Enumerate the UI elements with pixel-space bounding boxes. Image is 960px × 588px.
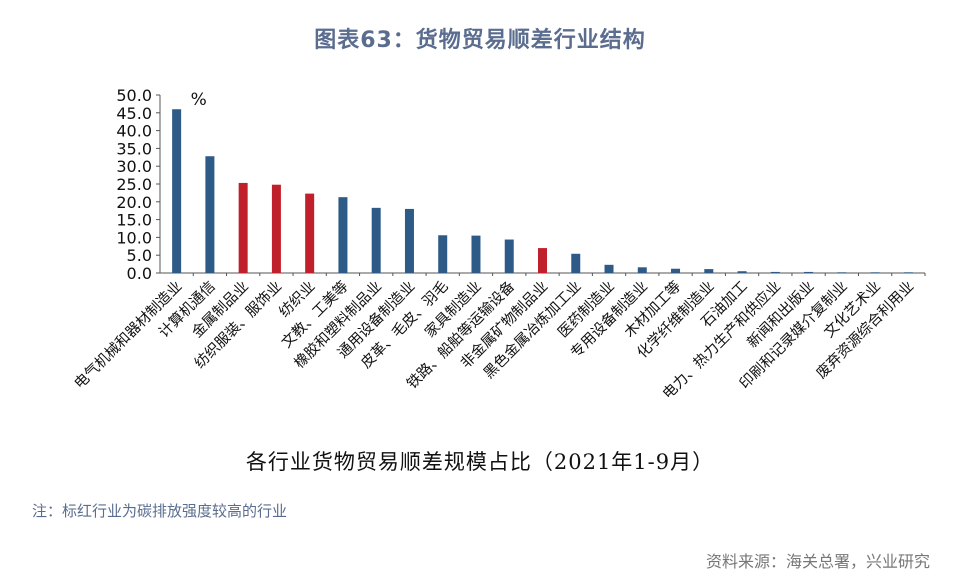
bar xyxy=(571,253,581,273)
bar xyxy=(271,184,281,273)
bar xyxy=(903,272,913,273)
y-tick-label: 50.0 xyxy=(116,86,152,105)
bar xyxy=(238,182,248,273)
y-tick-label: 35.0 xyxy=(116,139,152,158)
bar xyxy=(538,248,547,273)
y-tick-label: 40.0 xyxy=(116,122,152,141)
bar xyxy=(404,208,414,273)
bar xyxy=(504,239,514,273)
bar xyxy=(305,193,315,273)
x-axis-label: 各行业货物贸易顺差规模占比（2021年1-9月） xyxy=(245,450,715,474)
unit-label: % xyxy=(191,90,207,110)
y-tick-label: 10.0 xyxy=(116,228,152,247)
y-tick-label: 30.0 xyxy=(116,157,152,176)
footnote: 注：标红行业为碳排放强度较高的行业 xyxy=(32,502,288,520)
y-tick-label: 20.0 xyxy=(116,193,152,212)
y-tick-label: 45.0 xyxy=(116,104,152,123)
bar xyxy=(438,235,448,273)
y-tick-label: 0.0 xyxy=(127,264,152,283)
chart-title: 图表63：货物贸易顺差行业结构 xyxy=(314,28,646,53)
bar xyxy=(804,271,814,273)
source-note: 资料来源：海关总署，兴业研究 xyxy=(705,552,930,571)
bar xyxy=(704,269,714,273)
bar xyxy=(604,264,614,273)
bar xyxy=(371,207,381,273)
bar xyxy=(837,272,847,273)
bar-chart: 0.05.010.015.020.025.030.035.040.045.050… xyxy=(71,86,926,403)
bar xyxy=(870,272,880,273)
bar xyxy=(338,197,348,273)
bar xyxy=(637,267,647,273)
bar xyxy=(671,268,681,273)
bar xyxy=(471,235,481,273)
bar xyxy=(205,156,215,273)
y-tick-label: 25.0 xyxy=(116,175,152,194)
y-tick-label: 15.0 xyxy=(116,211,152,230)
bar xyxy=(172,109,182,274)
y-tick-label: 5.0 xyxy=(127,246,152,265)
bar xyxy=(770,271,780,273)
bar xyxy=(737,271,747,273)
